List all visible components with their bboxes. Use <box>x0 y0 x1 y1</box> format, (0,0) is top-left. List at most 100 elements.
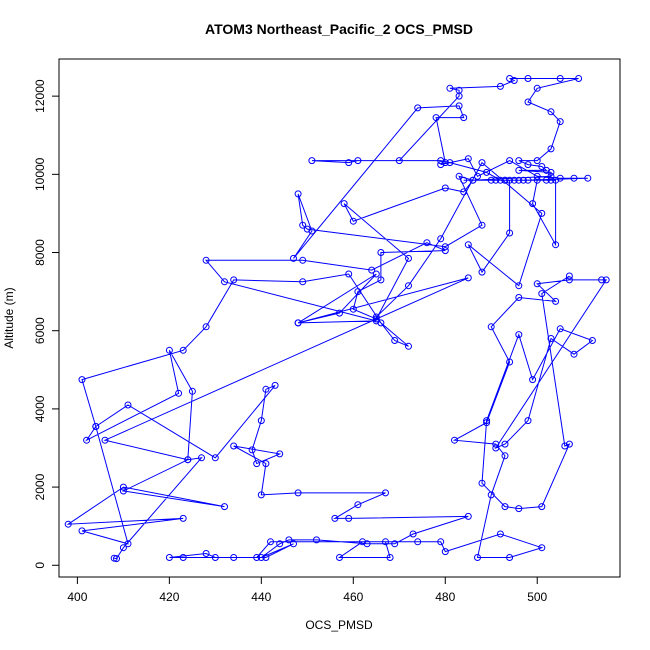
data-point <box>474 172 481 180</box>
data-point <box>492 176 500 184</box>
data-point <box>202 256 210 264</box>
data-point <box>524 98 532 106</box>
data-point <box>460 188 468 196</box>
data-point <box>565 272 573 280</box>
data-point <box>179 554 187 561</box>
data-point <box>179 514 187 522</box>
data-point <box>308 227 316 235</box>
data-point <box>391 540 399 548</box>
data-point <box>469 176 477 184</box>
data-point <box>303 225 311 233</box>
data-point <box>179 346 187 354</box>
data-point <box>506 176 514 184</box>
data-point <box>285 536 293 544</box>
data-point <box>188 387 196 395</box>
data-point <box>64 520 72 528</box>
data-point <box>368 266 376 274</box>
data-point <box>602 276 610 284</box>
data-point <box>538 163 546 170</box>
data-point <box>119 483 127 491</box>
data-point <box>547 335 555 342</box>
data-point <box>496 176 504 184</box>
data-point <box>464 512 472 520</box>
data-point <box>372 313 380 321</box>
data-point <box>478 221 486 229</box>
data-point <box>533 172 541 180</box>
data-point <box>230 442 238 450</box>
data-point <box>588 337 596 344</box>
x-axis-label: OCS_PMSD <box>305 618 373 632</box>
data-point <box>230 554 238 561</box>
data-point <box>561 442 569 450</box>
data-point <box>372 317 380 325</box>
data-point <box>547 145 555 153</box>
data-point <box>382 538 389 546</box>
data-point <box>92 423 100 430</box>
x-tick-label: 480 <box>435 590 455 604</box>
data-point <box>478 159 486 167</box>
series-line <box>66 78 608 560</box>
data-point <box>515 166 523 174</box>
data-point <box>524 75 532 82</box>
data-point <box>515 157 523 165</box>
data-point <box>584 174 592 182</box>
data-point <box>529 200 537 208</box>
data-point <box>538 290 546 298</box>
data-point <box>501 452 509 460</box>
data-point <box>441 548 449 556</box>
y-tick-label: 4000 <box>33 395 47 422</box>
data-point <box>290 254 297 262</box>
data-point <box>515 331 523 339</box>
data-point <box>529 376 537 384</box>
data-point <box>257 417 265 425</box>
data-point <box>405 342 412 350</box>
data-point <box>377 276 385 284</box>
data-point <box>464 241 472 249</box>
data-point <box>483 168 491 176</box>
data-point <box>547 168 555 176</box>
data-point <box>78 376 86 384</box>
data-point <box>437 538 445 546</box>
data-point <box>455 102 463 110</box>
data-point <box>478 479 486 487</box>
data-point <box>552 241 560 249</box>
data-point <box>230 276 238 284</box>
data-point <box>391 337 399 344</box>
data-point <box>248 446 256 454</box>
data-point <box>464 274 472 282</box>
data-point <box>455 86 463 94</box>
data-point <box>506 554 514 561</box>
data-point <box>409 530 417 538</box>
data-point <box>524 417 532 425</box>
data-point <box>501 503 509 511</box>
data-point <box>487 323 495 331</box>
data-point <box>78 527 86 535</box>
data-point <box>501 440 509 448</box>
plot-frame <box>58 58 621 578</box>
data-point <box>542 176 550 184</box>
data-point <box>345 159 353 167</box>
data-point <box>451 436 458 444</box>
data-point <box>276 450 284 458</box>
data-point <box>354 288 362 296</box>
data-point <box>533 280 541 288</box>
data-point <box>202 323 210 331</box>
data-point <box>464 155 472 163</box>
data-point <box>441 243 449 251</box>
x-tick-label: 460 <box>343 590 363 604</box>
data-point <box>460 176 468 184</box>
data-point <box>119 544 127 552</box>
x-tick-label: 500 <box>527 590 547 604</box>
data-point <box>515 176 523 184</box>
data-point <box>547 176 555 184</box>
data-point <box>437 235 445 243</box>
data-point <box>538 544 546 552</box>
data-point <box>221 503 228 511</box>
data-point <box>437 157 445 165</box>
data-point <box>506 157 514 165</box>
data-point <box>363 540 371 548</box>
data-point <box>506 75 514 82</box>
data-point <box>395 157 403 165</box>
y-tick-label: 2000 <box>33 473 47 500</box>
